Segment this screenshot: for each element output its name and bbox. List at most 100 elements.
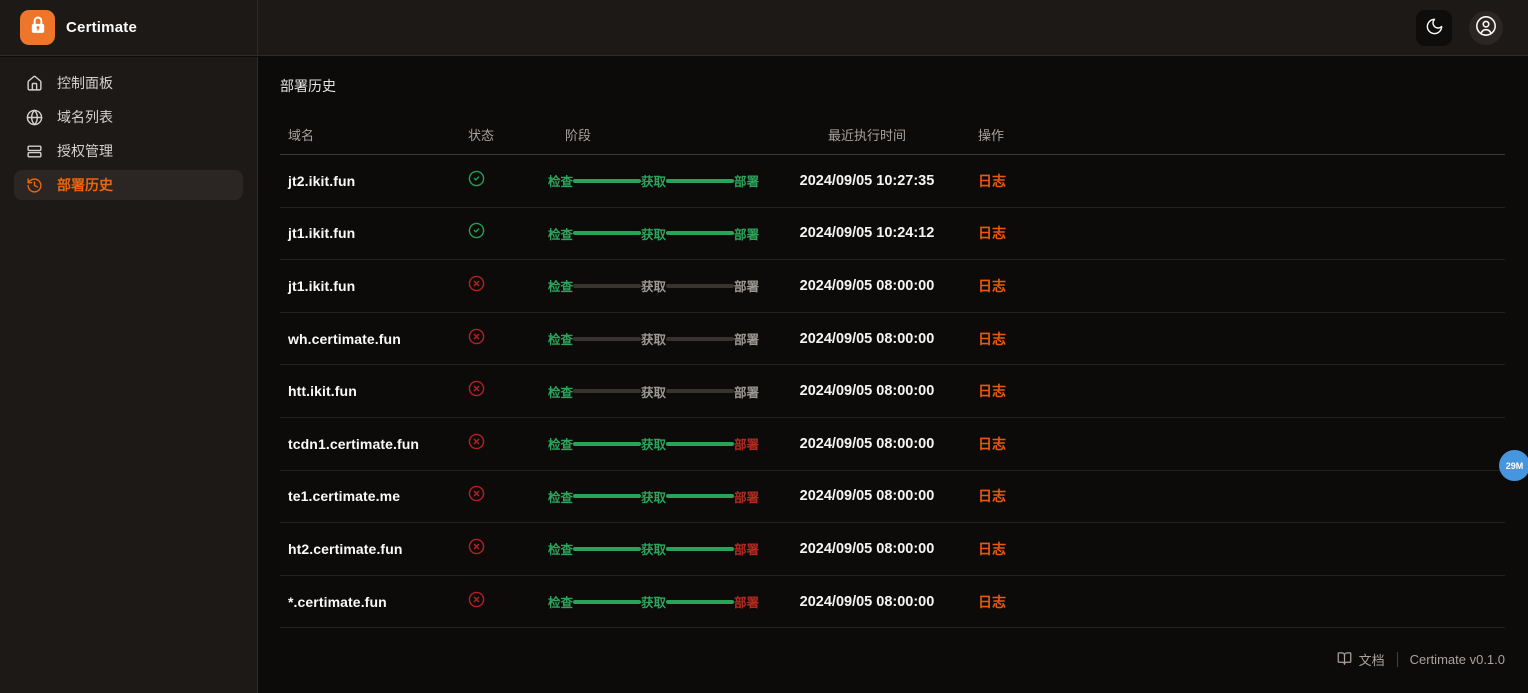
status-failed-icon [468,433,485,455]
column-header-status: 状态 [468,128,495,143]
action-cell: 日志 [941,329,1505,349]
recording-size-badge[interactable]: 29M [1499,450,1528,481]
stage-connector [666,441,734,446]
stage-connector [666,283,734,288]
last-run-time-cell: 2024/09/05 10:24:12 [799,225,935,242]
table-row: wh.certimate.fun 检查 获取 部署 2024/09/05 08:00:0… [280,313,1505,366]
log-link[interactable]: 日志 [978,172,1006,189]
domain-cell: htt.ikit.fun [288,383,357,400]
sidebar-item-0[interactable]: 控制面板 [14,68,243,98]
docs-link[interactable]: 文档 [1337,650,1385,669]
home-icon [26,75,43,92]
status-cell [460,170,548,192]
top-bar: Certimate [0,0,1528,56]
sidebar-item-1[interactable]: 域名列表 [14,102,243,132]
last-run-time-cell: 2024/09/05 08:00:00 [799,593,935,610]
status-cell [460,222,548,244]
log-link[interactable]: 日志 [978,277,1006,294]
stage-connector [573,599,641,604]
stage-connector [666,178,734,183]
stage-connector [666,546,734,551]
stage-label: 检查 [548,385,574,400]
stage-tracker: 检查 获取 部署 [548,171,759,190]
page-title: 部署历史 [280,78,336,94]
table-row: ht2.certimate.fun 检查 获取 部署 2024/09/05 08:00:… [280,523,1505,576]
stage-connector [573,546,641,551]
last-run-time-cell: 2024/09/05 08:00:00 [799,383,935,400]
column-header-domain: 域名 [288,128,315,143]
log-link[interactable]: 日志 [978,225,1006,242]
domain-cell: te1.certimate.me [288,488,401,505]
stage-tracker: 检查 获取 部署 [548,487,759,506]
column-header-last-run-time: 最近执行时间 [827,128,906,143]
status-cell [460,538,548,560]
sidebar-item-label: 部署历史 [57,177,113,193]
log-link[interactable]: 日志 [978,540,1006,557]
stage-connector [666,599,734,604]
action-cell: 日志 [941,434,1505,454]
action-cell: 日志 [941,223,1505,243]
log-link[interactable]: 日志 [978,330,1006,347]
status-cell [460,328,548,350]
last-run-time-cell: 2024/09/05 08:00:00 [799,488,935,505]
globe-icon [26,109,43,126]
stage-tracker: 检查 获取 部署 [548,434,759,453]
stage-label: 获取 [641,490,667,505]
sidebar-item-label: 授权管理 [57,143,113,159]
last-run-time-cell: 2024/09/05 08:00:00 [799,540,935,557]
stage-label: 部署 [734,280,760,295]
stage-connector [666,231,734,236]
status-success-icon [468,222,485,244]
table-row: jt1.ikit.fun 检查 获取 部署 2024/09/05 08:00:00 日志 [280,260,1505,313]
status-failed-icon [468,485,485,507]
stage-tracker: 检查 获取 部署 [548,276,759,295]
domain-cell: ht2.certimate.fun [288,540,403,557]
sidebar-item-2[interactable]: 授权管理 [14,136,243,166]
stage-label: 获取 [641,438,667,453]
table-row: jt2.ikit.fun 检查 获取 部署 2024/09/05 10:27:35 日志 [280,155,1505,208]
stage-cell: 检查 获取 部署 [548,487,793,506]
action-cell: 日志 [941,381,1505,401]
stage-connector [573,389,641,394]
stage-label: 获取 [641,543,667,558]
status-cell [460,433,548,455]
stage-connector [573,336,641,341]
stage-connector [573,283,641,288]
brand: Certimate [0,0,258,55]
stage-label: 检查 [548,596,574,611]
stage-tracker: 检查 获取 部署 [548,382,759,401]
stage-cell: 检查 获取 部署 [548,224,793,243]
column-header-stage: 阶段 [565,128,592,143]
stage-label: 检查 [548,280,574,295]
log-link[interactable]: 日志 [978,593,1006,610]
domain-cell: jt1.ikit.fun [288,277,356,294]
table-header-row: 域名 状态 阶段 最近执行时间 操作 [280,115,1505,155]
stage-label: 部署 [734,175,760,190]
user-circle-icon [1475,15,1497,40]
account-button[interactable] [1469,10,1503,45]
stage-label: 部署 [734,385,760,400]
log-link[interactable]: 日志 [978,435,1006,452]
stage-label: 检查 [548,438,574,453]
stage-label: 部署 [734,227,760,242]
stage-tracker: 检查 获取 部署 [548,539,759,558]
stage-label: 获取 [641,385,667,400]
log-link[interactable]: 日志 [978,383,1006,400]
rows-icon [26,143,43,160]
theme-toggle-button[interactable] [1416,9,1452,46]
sidebar-item-3[interactable]: 部署历史 [14,170,243,200]
stage-label: 检查 [548,490,574,505]
stage-label: 检查 [548,175,574,190]
sidebar-item-label: 控制面板 [57,75,113,91]
sidebar: 控制面板域名列表授权管理部署历史 [0,57,258,693]
stage-label: 部署 [734,490,760,505]
stage-label: 部署 [734,438,760,453]
stage-label: 获取 [641,596,667,611]
action-cell: 日志 [941,171,1505,191]
last-run-time-cell: 2024/09/05 10:27:35 [799,172,935,189]
status-failed-icon [468,591,485,613]
book-open-icon [1337,651,1352,669]
main-content: 部署历史 域名 状态 阶段 最近执行时间 操作 jt2.ikit.fun 检查 获取… [259,57,1528,693]
table-body: jt2.ikit.fun 检查 获取 部署 2024/09/05 10:27:35 日志 j… [280,155,1505,629]
log-link[interactable]: 日志 [978,488,1006,505]
